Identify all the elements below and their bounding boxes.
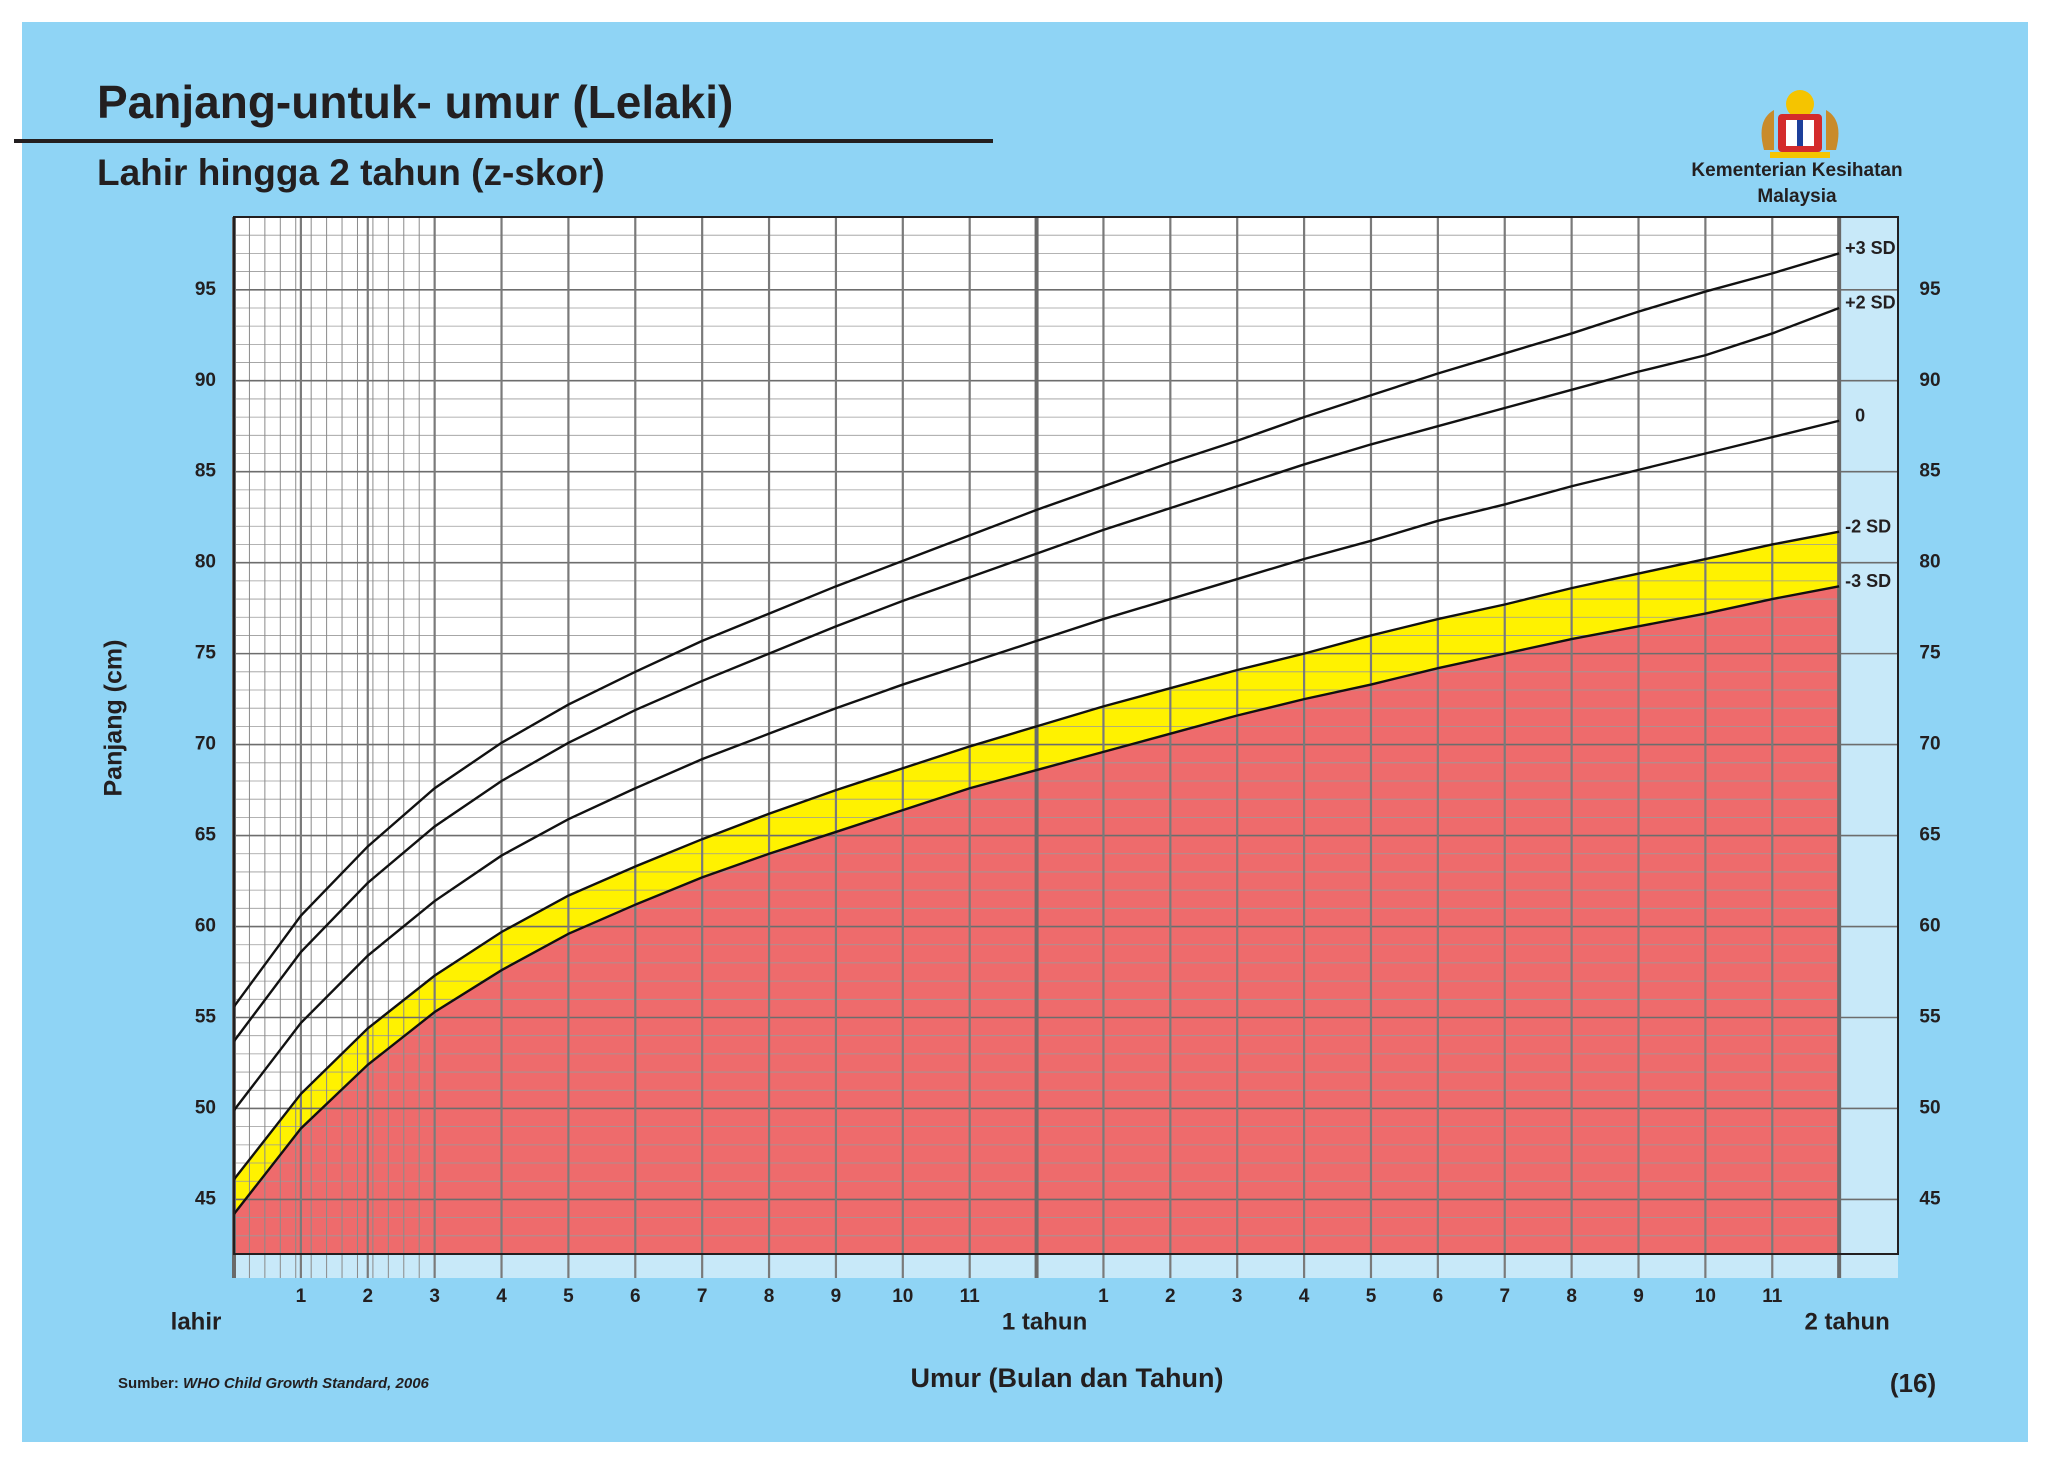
- x-tick-label: 1 tahun: [1002, 1308, 1087, 1335]
- x-axis-title: Umur (Bulan dan Tahun): [911, 1363, 1224, 1393]
- series-label: 0: [1855, 406, 1865, 426]
- organization: Kementerian Kesihatan: [1691, 160, 1902, 181]
- y-tick-label: 45: [195, 1188, 217, 1209]
- series-line: [233, 306, 1840, 1042]
- x-tick-label: 4: [1299, 1286, 1310, 1307]
- y-tick-label: 80: [195, 552, 216, 573]
- series-label: -2 SD: [1845, 516, 1891, 536]
- x-tick-label: 4: [496, 1286, 507, 1307]
- x-tick-label: 1: [296, 1286, 307, 1307]
- x-tick-label: 5: [563, 1286, 574, 1307]
- y-tick-label: 65: [1919, 825, 1941, 846]
- x-tick-label: 11: [1762, 1286, 1783, 1307]
- y-tick-label: 65: [195, 825, 217, 846]
- chart-subtitle: Lahir hingga 2 tahun (z-skor): [97, 152, 605, 193]
- series-label: +3 SD: [1845, 238, 1896, 258]
- series-line: [233, 419, 1840, 1112]
- source: Sumber: WHO Child Growth Standard, 2006: [118, 1375, 430, 1392]
- x-tick-label: 2 tahun: [1804, 1308, 1889, 1335]
- series-line: [233, 585, 1840, 1215]
- y-tick-label: 70: [195, 734, 216, 755]
- chart-title: Panjang-untuk- umur (Lelaki): [97, 76, 733, 128]
- y-tick-label: 55: [195, 1007, 217, 1028]
- logo: [1761, 90, 1839, 158]
- organization: Malaysia: [1757, 186, 1837, 207]
- y-tick-label: 55: [1919, 1007, 1941, 1028]
- y-tick-label: 75: [1919, 643, 1941, 664]
- x-tick-label: 6: [1433, 1286, 1444, 1307]
- x-tick-label: 3: [429, 1286, 440, 1307]
- page-number: (16): [1890, 1368, 1936, 1398]
- plot-border: [233, 216, 1899, 1255]
- y-tick-label: 85: [1919, 461, 1941, 482]
- y-tick-label: 80: [1919, 552, 1940, 573]
- series-label: -3 SD: [1845, 571, 1891, 591]
- source-prefix: Sumber:: [118, 1375, 179, 1392]
- x-tick-label: 8: [1566, 1286, 1577, 1307]
- y-tick-label: 50: [195, 1097, 216, 1118]
- x-tick-label: 2: [1165, 1286, 1176, 1307]
- x-tick-label: 8: [764, 1286, 775, 1307]
- bottom-strip: [234, 1254, 1898, 1278]
- x-tick-label: 7: [697, 1286, 708, 1307]
- y-tick-label: 60: [1919, 916, 1940, 937]
- y-tick-label: 90: [1919, 370, 1940, 391]
- x-tick-label: 2: [362, 1286, 373, 1307]
- y-tick-label: 60: [195, 916, 216, 937]
- source-text: WHO Child Growth Standard, 2006: [183, 1375, 430, 1392]
- series-line: [233, 530, 1840, 1181]
- y-tick-label: 95: [195, 279, 217, 300]
- y-tick-label: 95: [1919, 279, 1941, 300]
- x-tick-label: 1: [1098, 1286, 1109, 1307]
- y-tick-label: 90: [195, 370, 216, 391]
- x-tick-label: 11: [960, 1286, 981, 1307]
- x-tick-label: 3: [1232, 1286, 1243, 1307]
- y-tick-label: 45: [1919, 1188, 1941, 1209]
- series-line: [233, 252, 1840, 1008]
- x-tick-label: 7: [1499, 1286, 1510, 1307]
- y-tick-label: 75: [195, 643, 217, 664]
- right-strip: [1839, 217, 1898, 1254]
- x-tick-label: 5: [1366, 1286, 1377, 1307]
- x-tick-label: 9: [1633, 1286, 1644, 1307]
- y-tick-label: 50: [1919, 1097, 1940, 1118]
- y-tick-label: 70: [1919, 734, 1940, 755]
- series-label: +2 SD: [1845, 293, 1896, 313]
- y-tick-label: 85: [195, 461, 217, 482]
- x-tick-label: 10: [1695, 1286, 1716, 1307]
- y-axis-title: Panjang (cm): [100, 640, 128, 797]
- x-tick-label: 6: [630, 1286, 641, 1307]
- band-fill: [234, 531, 1840, 1214]
- x-tick-label: lahir: [171, 1308, 222, 1335]
- x-tick-label: 10: [892, 1286, 913, 1307]
- x-tick-label: 9: [831, 1286, 842, 1307]
